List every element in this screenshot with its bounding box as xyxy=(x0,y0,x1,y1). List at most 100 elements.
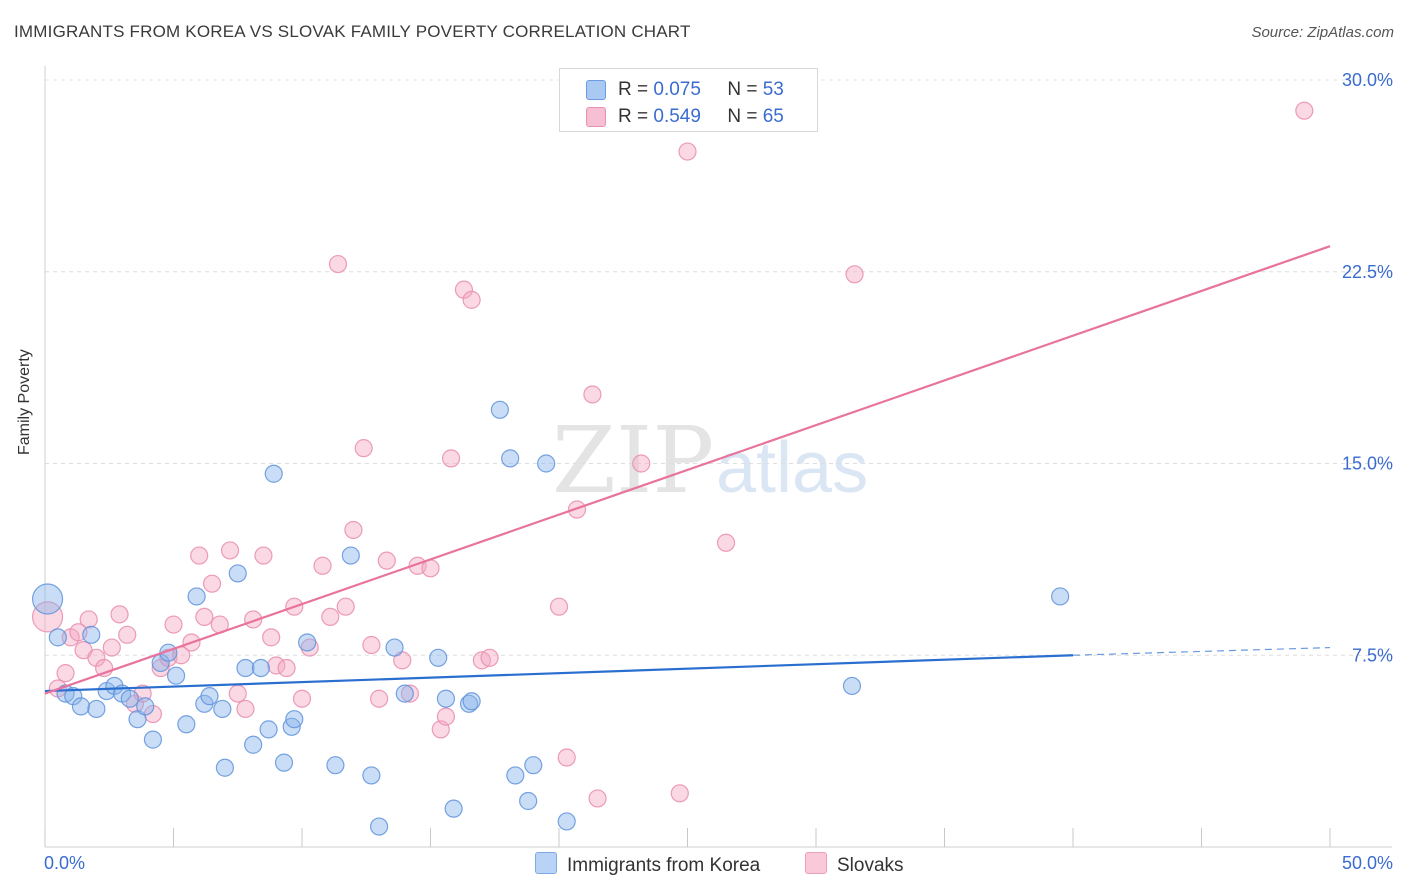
korea-point xyxy=(71,697,91,716)
korea-point xyxy=(228,564,247,583)
slovak-point xyxy=(583,385,602,404)
slovak-point xyxy=(164,615,183,634)
slovak-point xyxy=(549,597,569,616)
korea-point xyxy=(519,791,538,811)
slovak-point xyxy=(195,607,214,627)
slovak-point xyxy=(678,142,697,161)
slovak-point xyxy=(254,546,273,565)
tick-labels: 7.5% 15.0% 22.5% 30.0% 0.0% 50.0% xyxy=(44,70,1393,873)
korea-point xyxy=(362,766,381,785)
slovak-point xyxy=(400,684,420,703)
korea-point xyxy=(31,583,64,615)
bottom-legend-korea: Immigrants from Korea xyxy=(535,852,760,877)
watermark-atlas: atlas xyxy=(716,428,868,508)
slovak-point xyxy=(377,551,396,570)
axes xyxy=(44,66,1392,848)
korea-point xyxy=(177,715,196,734)
legend-n-value-korea: 53 xyxy=(762,79,784,100)
korea-point xyxy=(251,658,270,678)
korea-point xyxy=(274,753,294,772)
bottom-legend-swatch-slovaks xyxy=(805,852,827,874)
korea-point xyxy=(444,799,463,818)
slovak-point xyxy=(462,290,481,309)
slovak-point xyxy=(557,748,576,767)
slovak-point xyxy=(292,689,312,708)
slovak-point xyxy=(102,638,121,657)
legend-n-label: N = xyxy=(727,79,758,100)
slovak-point xyxy=(336,597,355,616)
slovak-point xyxy=(588,789,607,808)
korea-point xyxy=(462,692,481,711)
slovak-point xyxy=(354,439,373,458)
korea-point xyxy=(506,766,525,785)
korea-point xyxy=(213,699,232,719)
korea-point xyxy=(459,694,479,713)
slovak-point xyxy=(228,684,247,703)
korea-point xyxy=(557,812,576,831)
slovak-point xyxy=(670,784,689,803)
korea-point xyxy=(64,687,83,706)
korea-point xyxy=(200,687,219,706)
slovak-point xyxy=(716,533,736,552)
slovak-point xyxy=(480,648,499,667)
y-tick-label: 15.0% xyxy=(1342,454,1393,474)
slovak-point xyxy=(300,638,319,657)
korea-point xyxy=(48,628,67,647)
slovak-point xyxy=(110,605,129,624)
korea-trend-extension xyxy=(1072,646,1331,656)
korea-point xyxy=(524,756,543,775)
slovak-point xyxy=(328,254,348,274)
legend-swatch-korea xyxy=(586,80,606,100)
slovak-point xyxy=(236,699,255,719)
data-points xyxy=(31,101,1314,836)
trend-lines xyxy=(44,245,1331,695)
korea-point xyxy=(385,638,404,657)
korea-point xyxy=(259,720,278,739)
slovak-point xyxy=(362,635,381,655)
korea-point xyxy=(187,587,206,606)
x-tick-label-min: 0.0% xyxy=(44,853,85,873)
korea-point xyxy=(395,684,414,703)
slovak-point xyxy=(31,601,64,633)
korea-point xyxy=(120,689,139,708)
slovak-point xyxy=(845,265,864,284)
bottom-legend-swatch-korea xyxy=(535,852,557,874)
korea-point xyxy=(236,658,255,678)
korea-point xyxy=(298,633,317,652)
bottom-legend-slovaks: Slovaks xyxy=(805,852,904,877)
slovak-trend-line xyxy=(44,245,1331,695)
slovak-point xyxy=(118,625,137,644)
bottom-legend-label-korea: Immigrants from Korea xyxy=(567,855,761,876)
korea-point xyxy=(143,730,163,749)
korea-point xyxy=(436,689,456,708)
slovak-point xyxy=(321,607,340,627)
korea-point xyxy=(842,676,862,696)
slovak-point xyxy=(220,541,240,560)
korea-point xyxy=(537,454,556,473)
slovak-point xyxy=(79,610,98,629)
slovak-point xyxy=(436,707,456,726)
legend: R = 0.075 N = 53 R = 0.549 N = 65 xyxy=(559,68,818,132)
y-tick-label: 7.5% xyxy=(1352,645,1393,665)
korea-point xyxy=(215,758,234,777)
gridlines xyxy=(45,79,1390,656)
slovak-point xyxy=(313,556,332,575)
slovak-point xyxy=(190,546,209,565)
korea-point xyxy=(490,400,509,419)
source-label: Source: ZipAtlas.com xyxy=(1251,24,1394,41)
korea-point xyxy=(326,756,345,775)
korea-point xyxy=(82,625,101,644)
legend-r-value-slovaks: 0.549 xyxy=(653,106,701,127)
korea-trend-line xyxy=(44,654,1074,693)
y-tick-label: 22.5% xyxy=(1342,262,1393,282)
slovak-point xyxy=(441,449,461,468)
slovak-point xyxy=(262,628,281,647)
legend-n-value-slovaks: 65 xyxy=(762,106,784,127)
korea-point xyxy=(87,699,106,719)
korea-point xyxy=(264,464,283,483)
korea-point xyxy=(429,648,448,667)
korea-point xyxy=(1051,587,1070,606)
slovak-point xyxy=(87,648,106,667)
korea-point xyxy=(136,697,155,716)
